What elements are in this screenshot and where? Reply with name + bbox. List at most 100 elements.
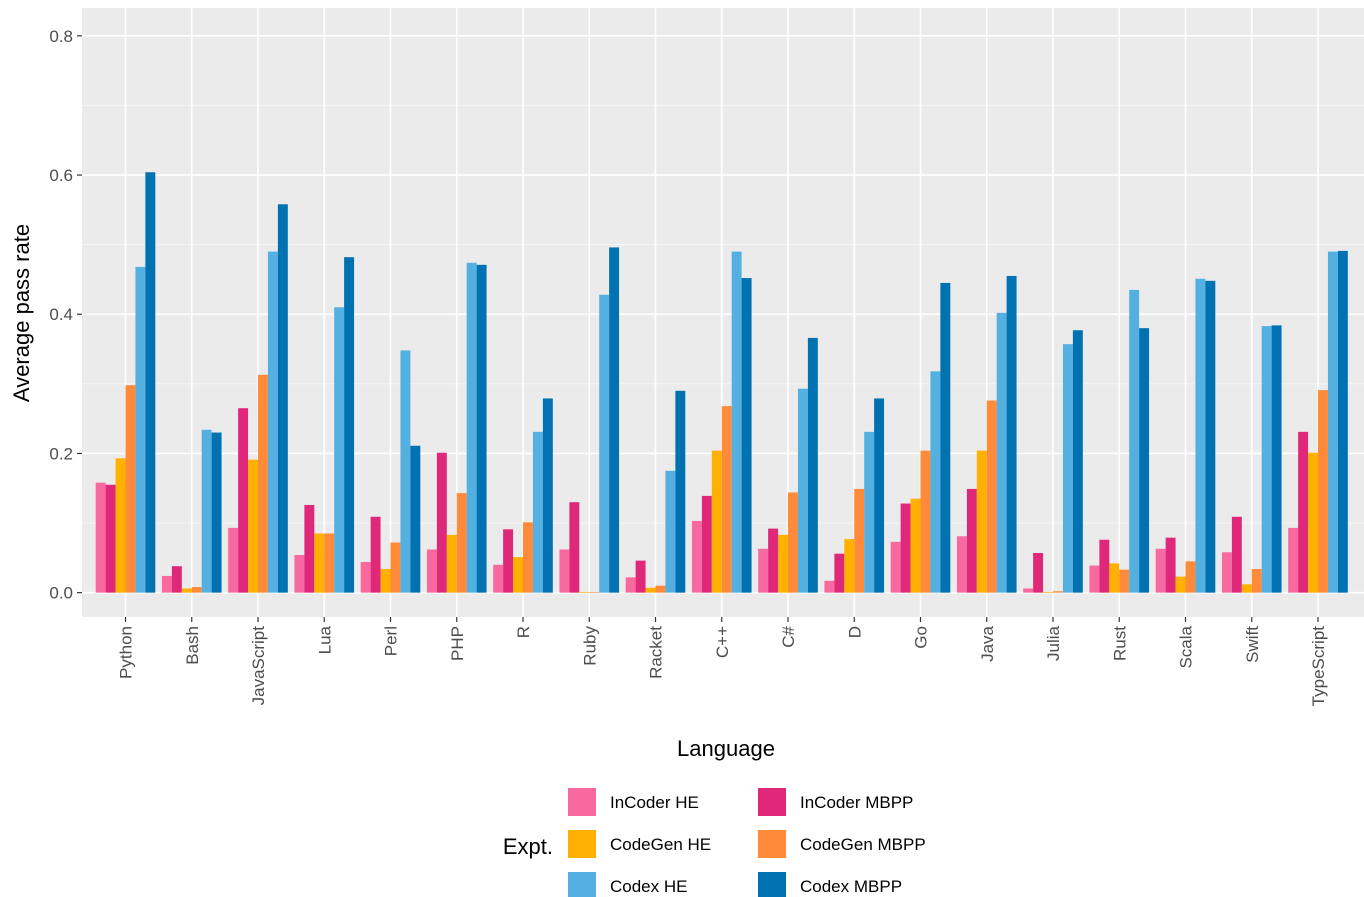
bar: [701, 495, 712, 593]
bar: [135, 266, 146, 593]
x-tick-label: R: [514, 626, 533, 638]
minor-gridlines: [82, 104, 1364, 524]
bar: [267, 251, 278, 593]
bar: [513, 557, 523, 593]
bar: [691, 520, 702, 593]
bar: [940, 282, 951, 593]
legend-key: [568, 872, 596, 897]
x-tick-label: Swift: [1243, 626, 1262, 663]
y-tick-label: 0.6: [49, 166, 73, 185]
bar: [675, 390, 686, 593]
bar: [1195, 278, 1206, 593]
x-tick-label: Perl: [382, 626, 401, 656]
bar: [1062, 344, 1073, 593]
bar: [344, 257, 355, 593]
bar: [1139, 328, 1150, 593]
x-tick-label: Rust: [1110, 626, 1129, 661]
bar: [609, 247, 620, 593]
bar: [314, 533, 325, 593]
x-tick-label: Scala: [1177, 625, 1196, 668]
bar: [1308, 452, 1318, 593]
bar: [380, 568, 391, 593]
bar: [115, 458, 126, 593]
bar: [145, 172, 156, 593]
bar: [844, 539, 855, 593]
bar: [294, 555, 305, 593]
y-tick-label: 0.0: [49, 584, 73, 603]
x-axis-title: Language: [677, 736, 775, 761]
bar: [874, 398, 885, 593]
bar: [503, 529, 514, 593]
bar: [797, 388, 808, 593]
bar: [1231, 516, 1242, 593]
legend-key: [758, 788, 786, 816]
bar: [201, 429, 212, 593]
bar: [890, 541, 901, 593]
bar: [1288, 527, 1299, 593]
bar: [228, 527, 239, 593]
legend-label: CodeGen MBPP: [800, 835, 926, 854]
bar: [523, 522, 533, 593]
x-tick-label: Go: [912, 626, 931, 649]
bar: [1089, 565, 1100, 593]
bar: [996, 312, 1007, 593]
bar: [181, 588, 192, 593]
bar: [910, 498, 921, 593]
bar: [476, 264, 487, 593]
bar: [390, 542, 401, 593]
bar: [930, 371, 941, 593]
legend-key: [568, 830, 596, 858]
x-tick-label: Ruby: [580, 626, 599, 666]
bar: [1271, 325, 1282, 593]
bar: [105, 484, 116, 593]
legend-title: Expt.: [503, 834, 553, 859]
bar: [1318, 390, 1328, 593]
legend-label: InCoder MBPP: [800, 793, 913, 812]
bar: [1327, 251, 1338, 593]
bar: [731, 251, 742, 593]
bar: [834, 553, 845, 593]
bar: [493, 564, 504, 593]
x-axis: Python Bash JavaScript Lua Perl PHP R Ruby Racke…: [117, 617, 1328, 706]
x-tick-label: C++: [713, 626, 732, 658]
bar: [466, 262, 477, 593]
bars: [95, 172, 1348, 593]
bar: [161, 575, 172, 593]
bar: [864, 431, 875, 593]
x-tick-label: C#: [779, 625, 798, 647]
bar: [436, 452, 447, 593]
bar: [900, 503, 911, 593]
bar: [966, 488, 977, 593]
bar: [532, 431, 543, 593]
bar: [1155, 548, 1166, 593]
bar: [171, 566, 182, 593]
bar: [1165, 537, 1176, 593]
bar: [125, 385, 136, 593]
bar: [410, 445, 421, 593]
bar: [426, 549, 437, 593]
bar: [758, 548, 769, 593]
bar: [1175, 576, 1186, 593]
bar: [1185, 561, 1196, 593]
bar: [1241, 584, 1252, 593]
bar: [324, 533, 335, 593]
y-tick-label: 0.2: [49, 444, 73, 463]
x-tick-label: D: [845, 626, 864, 638]
x-tick-label: Bash: [183, 626, 202, 665]
bar: [1006, 275, 1017, 593]
bar: [635, 560, 646, 593]
bar: [645, 587, 656, 593]
bar: [1251, 568, 1262, 593]
bar: [579, 591, 590, 593]
bar: [976, 450, 987, 593]
legend-label: InCoder HE: [610, 793, 699, 812]
bar: [1205, 280, 1216, 593]
bar: [360, 562, 371, 593]
y-tick-label: 0.4: [49, 305, 73, 324]
y-axis-title: Average pass rate: [9, 224, 34, 402]
bar: [277, 204, 288, 593]
bar: [807, 337, 818, 593]
bar: [370, 516, 381, 593]
bar: [599, 294, 610, 593]
